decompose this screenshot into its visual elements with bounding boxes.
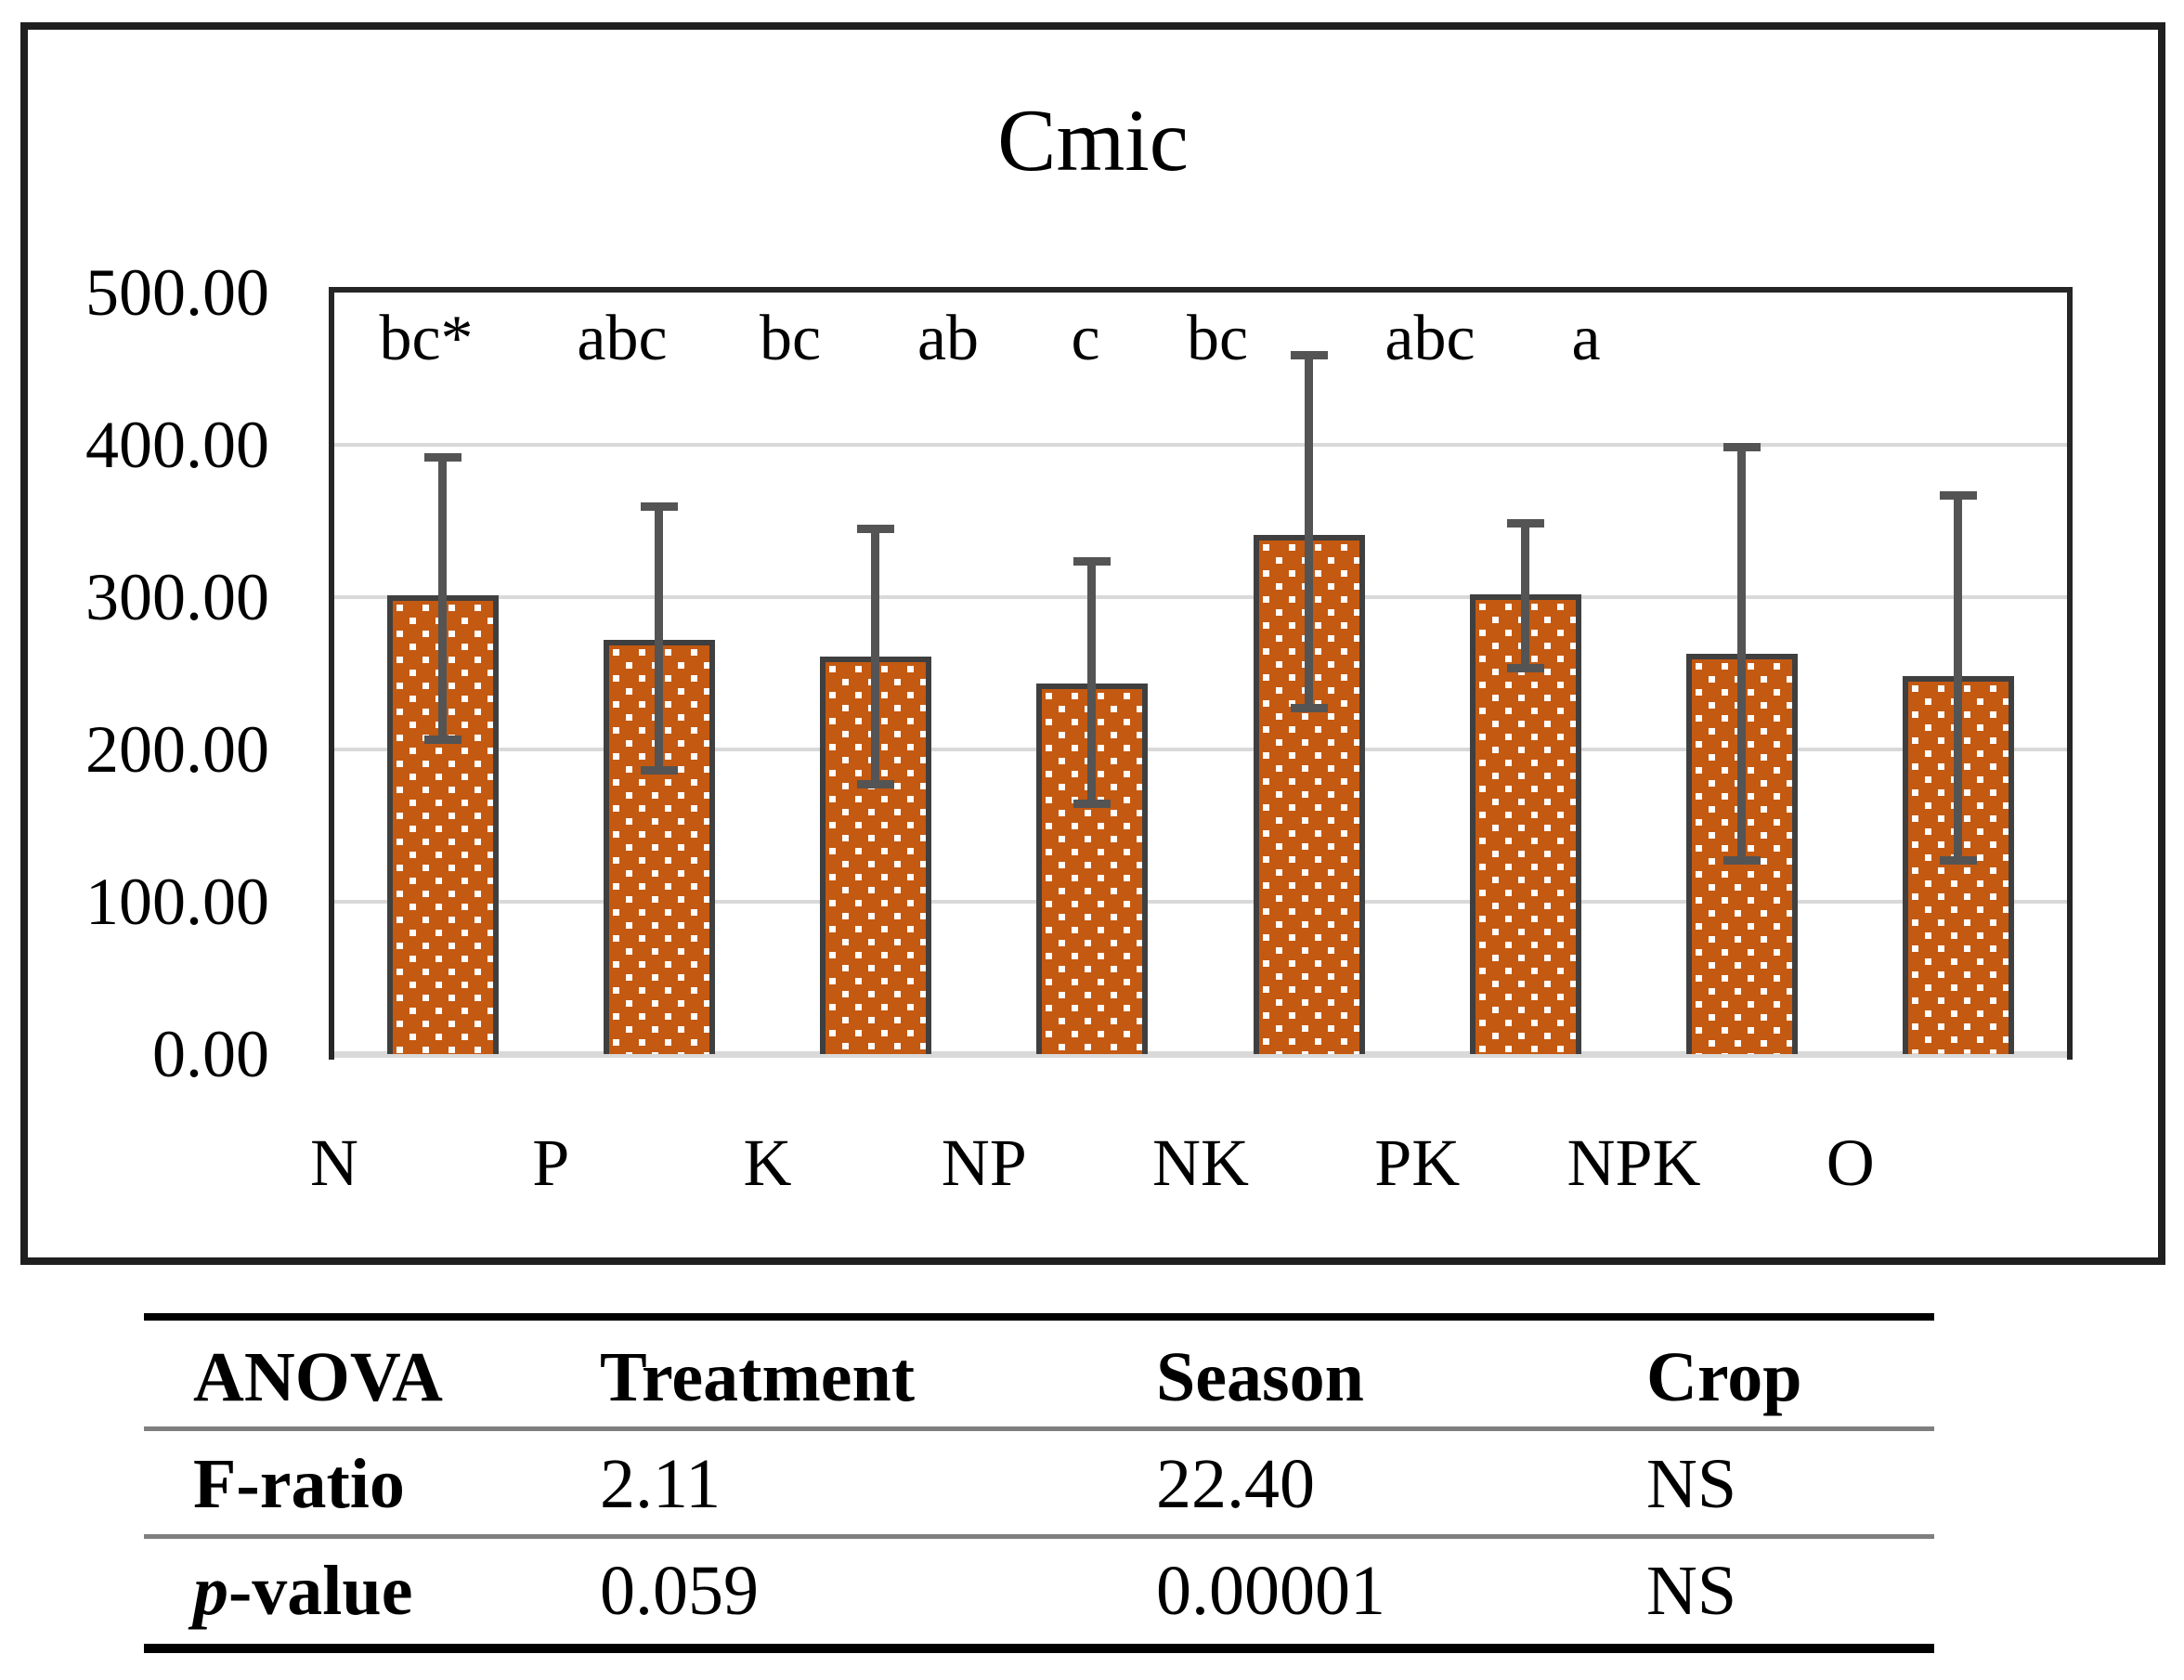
error-cap-top-K (857, 525, 895, 534)
error-cap-bottom-NPK (1723, 855, 1762, 865)
error-cap-top-NPK (1723, 442, 1762, 451)
error-cap-bottom-NP (1073, 800, 1112, 809)
sig-letter-NK: c (1071, 303, 1100, 374)
f-ratio-treatment: 2.11 (600, 1445, 722, 1523)
error-bar-N (437, 457, 447, 741)
table-row-label-f-ratio: F-ratio (193, 1445, 405, 1523)
p-value-crop: NS (1646, 1552, 1737, 1630)
error-cap-top-PK (1506, 518, 1544, 527)
p-value-season: 0.00001 (1156, 1552, 1385, 1630)
y-axis-tick-label: 300.00 (85, 560, 269, 634)
f-ratio-crop: NS (1646, 1445, 1737, 1523)
sig-letter-O: a (1571, 303, 1601, 374)
x-axis-label-O: O (1826, 1126, 1875, 1200)
error-cap-bottom-O (1940, 855, 1978, 865)
error-cap-bottom-PK (1506, 664, 1544, 673)
error-bar-NPK (1737, 446, 1747, 861)
x-axis-label-NK: NK (1152, 1126, 1249, 1200)
table-header-treatment: Treatment (600, 1338, 916, 1416)
error-bar-PK (1520, 522, 1529, 670)
table-header-crop: Crop (1646, 1338, 1802, 1416)
gridline (334, 443, 2067, 447)
error-bar-P (654, 505, 663, 771)
error-cap-bottom-N (423, 736, 462, 745)
sig-letter-K: bc (759, 303, 822, 374)
plot-frame-right (2067, 287, 2073, 1060)
error-cap-top-NK (1290, 351, 1328, 360)
error-bar-NP (1087, 560, 1097, 805)
error-cap-top-N (423, 453, 462, 462)
error-cap-top-O (1940, 491, 1978, 501)
gridline (334, 900, 2067, 904)
table-header-season: Season (1156, 1338, 1364, 1416)
y-axis-tick-label: 0.00 (152, 1017, 269, 1091)
table-divider (144, 1426, 1934, 1431)
y-axis-tick-label: 500.00 (85, 255, 269, 330)
table-top-border (144, 1313, 1934, 1321)
sig-letter-NPK: abc (1384, 303, 1476, 374)
x-axis-label-NP: NP (941, 1126, 1027, 1200)
table-row-label-p-value: p-value (193, 1552, 413, 1630)
error-bar-NK (1304, 355, 1313, 709)
gridline (334, 595, 2067, 599)
x-axis-line (329, 1051, 2073, 1058)
x-axis-label-N: N (310, 1126, 358, 1200)
x-axis-label-K: K (743, 1126, 792, 1200)
x-axis-label-NPK: NPK (1566, 1126, 1701, 1200)
bar-O (1903, 676, 2015, 1054)
error-cap-bottom-P (640, 765, 678, 775)
x-axis-label-P: P (532, 1126, 570, 1200)
table-divider (144, 1534, 1934, 1539)
plot-frame-left (329, 287, 334, 1060)
plot-frame-top (329, 287, 2073, 293)
sig-letter-N: bc* (379, 303, 474, 374)
y-axis-tick-label: 200.00 (85, 712, 269, 787)
error-cap-bottom-K (857, 779, 895, 788)
chart-title: Cmic (997, 91, 1189, 189)
error-bar-O (1954, 495, 1963, 861)
sig-letter-P: abc (577, 303, 668, 374)
gridline (334, 748, 2067, 751)
sig-letter-NP: ab (916, 303, 980, 374)
sig-letter-PK: bc (1186, 303, 1249, 374)
y-axis-tick-label: 400.00 (85, 408, 269, 482)
error-cap-top-NP (1073, 556, 1112, 566)
f-ratio-season: 22.40 (1156, 1445, 1315, 1523)
bar-pattern-PK (1475, 599, 1576, 1054)
error-cap-top-P (640, 501, 678, 511)
table-header-anova: ANOVA (193, 1338, 443, 1416)
y-axis-tick-label: 100.00 (85, 865, 269, 939)
error-cap-bottom-NK (1290, 703, 1328, 712)
error-bar-K (871, 528, 880, 785)
table-bottom-border (144, 1644, 1934, 1653)
x-axis-label-PK: PK (1374, 1126, 1461, 1200)
p-value-treatment: 0.059 (600, 1552, 759, 1630)
